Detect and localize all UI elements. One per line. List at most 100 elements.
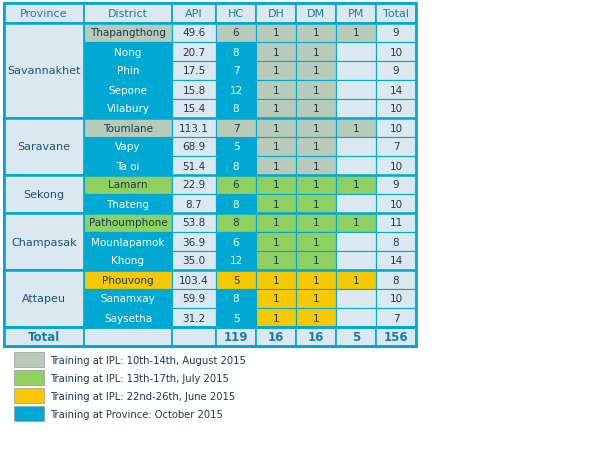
FancyBboxPatch shape (172, 138, 216, 157)
FancyBboxPatch shape (14, 352, 44, 367)
Text: 10: 10 (389, 199, 402, 209)
Text: 9: 9 (393, 180, 399, 190)
FancyBboxPatch shape (256, 327, 296, 346)
Text: 36.9: 36.9 (182, 237, 206, 247)
FancyBboxPatch shape (336, 81, 376, 100)
Text: 1: 1 (313, 123, 319, 133)
Text: 8: 8 (232, 199, 240, 209)
FancyBboxPatch shape (216, 233, 256, 252)
FancyBboxPatch shape (336, 252, 376, 270)
FancyBboxPatch shape (172, 327, 216, 346)
Text: 6: 6 (232, 180, 240, 190)
Text: 1: 1 (313, 28, 319, 39)
FancyBboxPatch shape (296, 308, 336, 327)
FancyBboxPatch shape (336, 119, 376, 138)
Text: 1: 1 (273, 199, 280, 209)
Text: Thapangthong: Thapangthong (90, 28, 166, 39)
Text: 22.9: 22.9 (182, 180, 206, 190)
FancyBboxPatch shape (296, 24, 336, 43)
FancyBboxPatch shape (84, 233, 172, 252)
Text: 6: 6 (232, 28, 240, 39)
Text: 1: 1 (313, 67, 319, 76)
FancyBboxPatch shape (256, 233, 296, 252)
FancyBboxPatch shape (256, 157, 296, 176)
Text: 1: 1 (273, 85, 280, 95)
Text: 8: 8 (232, 218, 240, 228)
FancyBboxPatch shape (256, 270, 296, 289)
Text: Attapeu: Attapeu (22, 294, 66, 304)
Text: DH: DH (268, 9, 284, 19)
FancyBboxPatch shape (172, 252, 216, 270)
FancyBboxPatch shape (336, 4, 376, 24)
FancyBboxPatch shape (296, 138, 336, 157)
Text: 49.6: 49.6 (182, 28, 206, 39)
FancyBboxPatch shape (296, 195, 336, 213)
Text: 12: 12 (229, 85, 243, 95)
FancyBboxPatch shape (336, 43, 376, 62)
FancyBboxPatch shape (296, 233, 336, 252)
Text: 15.8: 15.8 (182, 85, 206, 95)
Text: 8: 8 (232, 294, 240, 304)
Text: 1: 1 (313, 218, 319, 228)
FancyBboxPatch shape (172, 308, 216, 327)
Text: 1: 1 (313, 142, 319, 152)
FancyBboxPatch shape (4, 270, 84, 327)
FancyBboxPatch shape (256, 213, 296, 233)
Text: Province: Province (20, 9, 68, 19)
FancyBboxPatch shape (376, 119, 416, 138)
Text: 1: 1 (353, 123, 359, 133)
FancyBboxPatch shape (4, 176, 84, 213)
Text: 1: 1 (273, 28, 280, 39)
Text: 1: 1 (273, 294, 280, 304)
Text: Toumlane: Toumlane (103, 123, 153, 133)
FancyBboxPatch shape (336, 100, 376, 119)
FancyBboxPatch shape (172, 43, 216, 62)
Text: 11: 11 (389, 218, 403, 228)
FancyBboxPatch shape (376, 289, 416, 308)
FancyBboxPatch shape (216, 289, 256, 308)
FancyBboxPatch shape (256, 4, 296, 24)
Text: District: District (108, 9, 148, 19)
Text: 10: 10 (389, 47, 402, 57)
FancyBboxPatch shape (296, 43, 336, 62)
FancyBboxPatch shape (376, 81, 416, 100)
Text: 17.5: 17.5 (182, 67, 206, 76)
FancyBboxPatch shape (336, 213, 376, 233)
FancyBboxPatch shape (296, 81, 336, 100)
Text: 1: 1 (353, 180, 359, 190)
FancyBboxPatch shape (84, 81, 172, 100)
Text: 20.7: 20.7 (182, 47, 206, 57)
FancyBboxPatch shape (172, 119, 216, 138)
FancyBboxPatch shape (172, 195, 216, 213)
FancyBboxPatch shape (84, 252, 172, 270)
FancyBboxPatch shape (172, 270, 216, 289)
FancyBboxPatch shape (336, 195, 376, 213)
Text: 1: 1 (273, 180, 280, 190)
Text: 51.4: 51.4 (182, 161, 206, 171)
FancyBboxPatch shape (84, 176, 172, 195)
FancyBboxPatch shape (336, 176, 376, 195)
FancyBboxPatch shape (84, 289, 172, 308)
Text: 103.4: 103.4 (179, 275, 209, 285)
Text: 119: 119 (224, 330, 249, 343)
FancyBboxPatch shape (376, 176, 416, 195)
Text: 16: 16 (308, 330, 324, 343)
FancyBboxPatch shape (216, 119, 256, 138)
FancyBboxPatch shape (84, 308, 172, 327)
Text: 8: 8 (232, 104, 240, 114)
Text: Sanamxay: Sanamxay (101, 294, 156, 304)
Text: 1: 1 (273, 142, 280, 152)
Text: 1: 1 (273, 104, 280, 114)
Text: 1: 1 (273, 275, 280, 285)
FancyBboxPatch shape (84, 138, 172, 157)
Text: DM: DM (307, 9, 325, 19)
Text: 5: 5 (352, 330, 360, 343)
Text: 5: 5 (232, 142, 240, 152)
FancyBboxPatch shape (84, 43, 172, 62)
Text: 1: 1 (313, 180, 319, 190)
Text: 1: 1 (273, 123, 280, 133)
FancyBboxPatch shape (84, 327, 172, 346)
Text: Nong: Nong (114, 47, 142, 57)
FancyBboxPatch shape (172, 233, 216, 252)
Text: 15.4: 15.4 (182, 104, 206, 114)
